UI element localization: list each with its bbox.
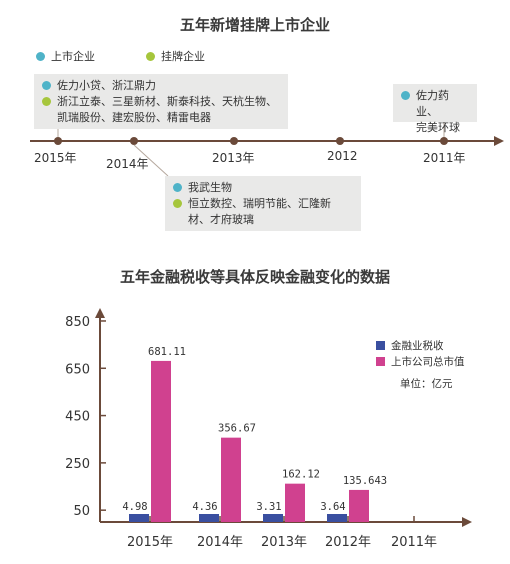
timeline-title: 五年新增挂牌上市企业	[179, 16, 330, 34]
legend-market-cap-label: 上市公司总市值	[391, 356, 465, 368]
quoted-dot-icon	[42, 97, 51, 106]
listed-dot-icon	[401, 91, 410, 100]
x-tick-label: 2011年	[391, 535, 437, 550]
data-label-market-cap: 356.67	[218, 423, 256, 435]
data-label-market-cap: 681.11	[148, 346, 186, 358]
quoted-dot-icon	[173, 199, 182, 208]
chart-unit: 单位：亿元	[400, 378, 453, 390]
y-tick-label: 50	[73, 504, 90, 519]
timeline-marker-2011	[440, 137, 448, 145]
x-axis-arrow	[462, 517, 472, 527]
box1-quoted-1: 浙江立泰、三星新材、斯泰科技、天杭生物、	[57, 95, 277, 108]
listed-dot-icon	[173, 183, 182, 192]
timeline-marker-2014	[130, 137, 138, 145]
timeline-year-2014: 2014年	[106, 157, 149, 171]
data-label-market-cap: 162.12	[282, 469, 320, 481]
x-tick-label: 2015年	[127, 535, 173, 550]
bar-tax	[129, 514, 149, 522]
y-tick-label: 850	[65, 315, 90, 330]
box2-listed: 我武生物	[188, 181, 232, 194]
legend-tax: 金融业税收	[376, 338, 444, 353]
listed-dot-icon	[42, 81, 51, 90]
timeline-arrow	[494, 136, 504, 146]
timeline-marker-2015	[54, 137, 62, 145]
bar-market-cap	[221, 437, 241, 522]
timeline-box-2014: 我武生物 恒立数控、瑞明节能、汇隆新 材、才府玻璃	[165, 176, 361, 231]
x-tick-label: 2013年	[261, 535, 307, 550]
timeline-marker-2012	[336, 137, 344, 145]
x-tick-label: 2014年	[197, 535, 243, 550]
bar-market-cap	[285, 483, 305, 522]
box1-listed: 佐力小贷、浙江鼎力	[57, 79, 156, 92]
quoted-dot-icon	[146, 51, 155, 61]
legend-tax-label: 金融业税收	[391, 340, 444, 352]
data-label-market-cap: 135.643	[343, 475, 387, 487]
timeline-box-2015: 佐力小贷、浙江鼎力 浙江立泰、三星新材、斯泰科技、天杭生物、 凯瑞股份、建宏股份…	[34, 74, 288, 129]
legend-market-cap: 上市公司总市值	[376, 354, 465, 369]
bar-market-cap	[151, 360, 171, 522]
market-cap-swatch-icon	[376, 357, 385, 366]
box2-quoted-1: 恒立数控、瑞明节能、汇隆新	[188, 197, 331, 210]
timeline-year-2011: 2011年	[423, 151, 466, 165]
bar-tax	[327, 514, 347, 522]
y-tick-label: 450	[65, 410, 90, 425]
tax-swatch-icon	[376, 341, 385, 350]
bar-tax	[199, 514, 219, 522]
x-tick-label: 2012年	[325, 535, 371, 550]
y-axis-arrow	[95, 308, 105, 318]
box3-listed-2: 完美环球	[416, 121, 460, 134]
box2-quoted-2: 材、才府玻璃	[188, 213, 254, 226]
data-label-tax: 3.64	[320, 501, 345, 513]
data-label-tax: 4.36	[192, 501, 217, 513]
chart-title: 五年金融税收等具体反映金融变化的数据	[119, 268, 390, 286]
legend-quoted-label: 挂牌企业	[161, 50, 205, 63]
timeline-year-2013: 2013年	[212, 151, 255, 165]
y-tick-label: 650	[65, 362, 90, 377]
legend-listed: 上市企业	[36, 48, 95, 64]
bar-tax	[263, 514, 283, 522]
legend-listed-label: 上市企业	[51, 50, 95, 63]
data-label-tax: 3.31	[256, 501, 281, 513]
timeline-marker-2013	[230, 137, 238, 145]
bar-market-cap	[349, 489, 369, 522]
legend-quoted: 挂牌企业	[146, 48, 205, 64]
box3-listed-1: 佐力药业、	[416, 89, 449, 118]
timeline-year-2015: 2015年	[34, 151, 77, 165]
timeline-box-2011: 佐力药业、 完美环球	[393, 84, 477, 134]
connector-box-2	[133, 144, 169, 177]
listed-dot-icon	[36, 51, 45, 61]
box1-quoted-2: 凯瑞股份、建宏股份、精雷电器	[57, 111, 211, 124]
timeline-year-2012: 2012	[327, 149, 358, 163]
data-label-tax: 4.98	[122, 501, 147, 513]
y-tick-label: 250	[65, 457, 90, 472]
